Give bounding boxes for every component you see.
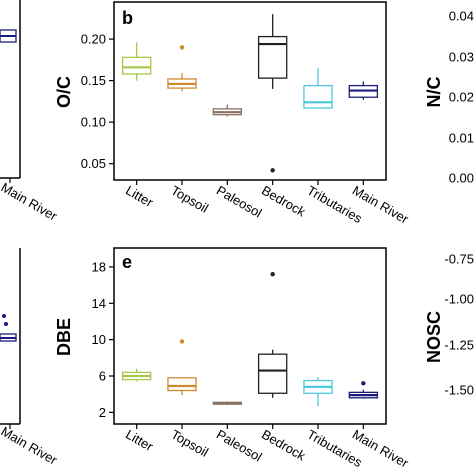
b-category-label: Topsoil xyxy=(169,183,212,216)
e-box-paleosol xyxy=(212,401,243,406)
c-ytick-label: 0.04 xyxy=(449,9,474,24)
e-ytick-label: 18 xyxy=(92,259,106,274)
panel-f-ylabel: NOSC xyxy=(424,311,444,363)
panel-e-letter: e xyxy=(122,252,132,272)
box-iqr xyxy=(257,35,288,79)
box-iqr xyxy=(303,84,333,109)
panel-e-ylabel: DBE xyxy=(54,318,74,356)
f-ytick-label: -1.25 xyxy=(444,338,474,353)
e-ytick-label: 10 xyxy=(92,332,106,347)
b-ytick-label: 0.05 xyxy=(81,156,106,171)
c-ytick-label: 0.03 xyxy=(449,50,474,65)
box-iqr xyxy=(257,353,288,394)
panel-b-categories: Litter Topsoil PaleosolBedrockTributariesM… xyxy=(123,180,412,227)
b-box-main-river xyxy=(348,81,379,100)
panel-b-boxes xyxy=(121,14,379,173)
panel-d-outlier xyxy=(4,322,8,326)
b-category-label: Bedrock xyxy=(259,183,308,220)
panel-f-yticks: -0.75 -1.00 -1.25 -1.50 xyxy=(444,252,474,398)
c-ytick-label: 0.00 xyxy=(449,171,474,186)
panel-c-partial: N/C 0.04 0.03 0.02 0.01 0.00 xyxy=(424,9,474,186)
box-outlier xyxy=(270,271,275,277)
panel-e-yticks: 2 6 10 14 18 xyxy=(92,259,114,420)
box-outlier xyxy=(179,339,185,344)
c-ytick-label: 0.01 xyxy=(449,131,474,146)
e-ytick-label: 6 xyxy=(99,369,106,384)
f-ytick-label: -0.75 xyxy=(444,252,474,267)
b-ytick-label: 0.15 xyxy=(81,73,106,88)
b-category-label: Litter xyxy=(123,183,156,211)
panel-c-yticks: 0.04 0.03 0.02 0.01 0.00 xyxy=(449,9,474,186)
e-category-label: Litter xyxy=(123,427,156,455)
panel-d-outlier xyxy=(2,314,6,318)
e-ytick-label: 14 xyxy=(92,296,106,311)
panel-d-category-label: Main River xyxy=(0,424,60,468)
e-ytick-label: 2 xyxy=(99,405,106,420)
e-box-main-river xyxy=(348,381,379,399)
e-category-label: Paleosol xyxy=(214,427,265,465)
panel-b-oc: b O/C 0.05 0.10 0.15 0.20 Litter Topsoil Pale… xyxy=(54,1,412,227)
panel-d-partial: Main River xyxy=(0,248,60,468)
b-category-label: Paleosol xyxy=(214,183,265,221)
panel-a-category-label: Main River xyxy=(0,180,60,224)
e-box-bedrock xyxy=(257,271,288,398)
panel-a-partial: Main River xyxy=(0,0,60,224)
e-box-litter xyxy=(121,368,152,382)
panel-b-ylabel: O/C xyxy=(54,76,74,108)
panel-b-frame xyxy=(113,1,387,181)
f-ytick-label: -1.00 xyxy=(444,292,474,307)
box-iqr xyxy=(121,56,152,75)
panel-c-ylabel: N/C xyxy=(424,77,444,108)
panel-e-frame xyxy=(113,247,387,425)
panel-b-letter: b xyxy=(122,8,133,28)
box-outlier xyxy=(361,381,366,386)
panel-e-boxes xyxy=(121,271,379,406)
panel-f-partial: NOSC -0.75 -1.00 -1.25 -1.50 xyxy=(424,252,474,398)
b-box-topsoil xyxy=(167,45,197,92)
panel-e-dbe: e DBE 2 6 10 14 18 Litter Topsoil PaleosolBedr… xyxy=(54,247,412,471)
e-box-tributaries xyxy=(303,376,333,406)
f-ytick-label: -1.50 xyxy=(444,383,474,398)
box-outlier xyxy=(179,45,185,50)
e-category-label: Topsoil xyxy=(169,427,212,460)
b-box-paleosol xyxy=(212,104,243,117)
panel-b-yticks: 0.05 0.10 0.15 0.20 xyxy=(81,32,114,171)
c-ytick-label: 0.02 xyxy=(449,90,474,105)
b-box-litter xyxy=(121,42,152,81)
e-category-label: Bedrock xyxy=(259,427,308,464)
box-outlier xyxy=(270,168,275,173)
b-ytick-label: 0.20 xyxy=(81,32,106,47)
e-box-topsoil xyxy=(167,339,197,396)
b-box-bedrock xyxy=(257,14,288,173)
b-ytick-label: 0.10 xyxy=(81,115,106,130)
b-box-tributaries xyxy=(303,68,333,109)
box-iqr xyxy=(167,377,197,392)
panel-e-categories: Litter Topsoil PaleosolBedrockTributariesM… xyxy=(123,424,412,471)
